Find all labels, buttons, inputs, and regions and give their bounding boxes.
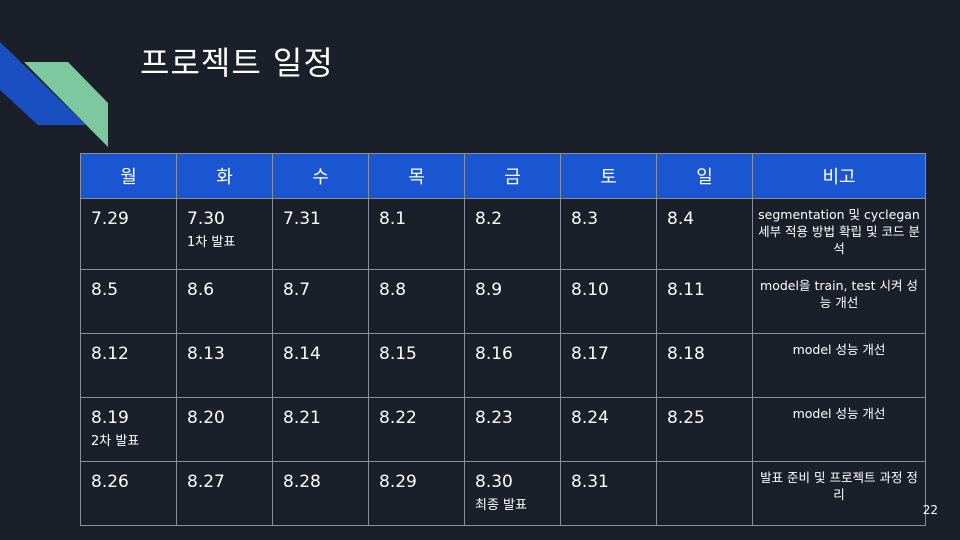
date-cell: 8.14	[272, 333, 369, 398]
date-text: 7.31	[283, 209, 321, 229]
header-note: 비고	[752, 153, 926, 199]
date-text: 8.3	[571, 209, 599, 229]
date-text: 8.12	[91, 344, 129, 364]
date-text: 8.30	[475, 472, 513, 492]
date-text: 8.21	[283, 408, 321, 428]
date-cell: 8.11	[656, 269, 753, 334]
date-text: 8.17	[571, 344, 609, 364]
note-cell: model 성능 개선	[752, 397, 926, 462]
date-cell: 8.19 2차 발표	[80, 397, 177, 462]
table-row: 8.12 8.13 8.14 8.15 8.16 8.17 8.18 model…	[80, 333, 926, 398]
date-cell: 8.2	[464, 198, 561, 270]
table-row: 8.19 2차 발표 8.20 8.21 8.22 8.23 8.24 8.25 …	[80, 397, 926, 462]
table-row: 8.5 8.6 8.7 8.8 8.9 8.10 8.11 model을 tra…	[80, 269, 926, 334]
date-text: 8.31	[571, 472, 609, 492]
date-text: 8.19	[91, 408, 129, 428]
date-cell: 8.8	[368, 269, 465, 334]
table-row: 7.29 7.30 1차 발표 7.31 8.1 8.2 8.3 8.4 segm…	[80, 198, 926, 270]
date-cell: 7.30 1차 발표	[176, 198, 273, 270]
date-cell: 8.28	[272, 461, 369, 526]
note-cell: model을 train, test 시켜 성능 개선	[752, 269, 926, 334]
date-cell: 8.22	[368, 397, 465, 462]
date-text: 8.18	[667, 344, 705, 364]
header-mon: 월	[80, 153, 177, 199]
date-text: 8.10	[571, 280, 609, 300]
date-cell: 7.31	[272, 198, 369, 270]
date-text: 7.29	[91, 209, 129, 229]
date-cell: 8.12	[80, 333, 177, 398]
date-cell: 8.6	[176, 269, 273, 334]
date-text: 8.5	[91, 280, 119, 300]
header-thu: 목	[368, 153, 465, 199]
date-cell: 8.15	[368, 333, 465, 398]
date-text: 8.15	[379, 344, 417, 364]
header-row: 월 화 수 목 금 토 일 비고	[80, 153, 926, 199]
date-cell: 7.29	[80, 198, 177, 270]
slide-title: 프로젝트 일정	[140, 44, 334, 82]
date-cell: 8.5	[80, 269, 177, 334]
date-cell: 8.10	[560, 269, 657, 334]
date-cell: 8.21	[272, 397, 369, 462]
date-cell: 8.27	[176, 461, 273, 526]
date-text: 8.8	[379, 280, 407, 300]
corner-decoration	[0, 42, 108, 147]
date-cell: 8.1	[368, 198, 465, 270]
header-sat: 토	[560, 153, 657, 199]
date-text: 8.27	[187, 472, 225, 492]
date-text: 8.9	[475, 280, 503, 300]
note-cell: segmentation 및 cyclegan 세부 적용 방법 확립 및 코드…	[752, 198, 926, 270]
event-label: 2차 발표	[91, 434, 140, 449]
event-label: 최종 발표	[475, 498, 527, 513]
date-text: 7.30	[187, 209, 225, 229]
date-cell: 8.30 최종 발표	[464, 461, 561, 526]
date-text: 8.4	[667, 209, 695, 229]
date-cell: 8.9	[464, 269, 561, 334]
date-text: 8.28	[283, 472, 321, 492]
schedule-table: 월 화 수 목 금 토 일 비고 7.29 7.30 1차 발표 7.31 8.1…	[80, 153, 926, 526]
date-cell: 8.26	[80, 461, 177, 526]
note-cell: 발표 준비 및 프로젝트 과정 정리	[752, 461, 926, 526]
date-cell: 8.4	[656, 198, 753, 270]
date-text: 8.11	[667, 280, 705, 300]
table-row: 8.26 8.27 8.28 8.29 8.30 최종 발표 8.31 발표 준비…	[80, 461, 926, 526]
note-cell: model 성능 개선	[752, 333, 926, 398]
date-cell: 8.16	[464, 333, 561, 398]
date-text: 8.2	[475, 209, 503, 229]
date-cell: 8.13	[176, 333, 273, 398]
date-cell	[656, 461, 753, 526]
green-stripe-shape	[24, 62, 108, 147]
date-cell: 8.24	[560, 397, 657, 462]
date-cell: 8.25	[656, 397, 753, 462]
date-cell: 8.3	[560, 198, 657, 270]
header-wed: 수	[272, 153, 369, 199]
date-text: 8.7	[283, 280, 311, 300]
date-cell: 8.31	[560, 461, 657, 526]
date-text: 8.29	[379, 472, 417, 492]
date-cell: 8.18	[656, 333, 753, 398]
date-cell: 8.17	[560, 333, 657, 398]
date-cell: 8.29	[368, 461, 465, 526]
date-cell: 8.23	[464, 397, 561, 462]
event-label: 1차 발표	[187, 235, 236, 250]
date-text: 8.14	[283, 344, 321, 364]
date-text: 8.16	[475, 344, 513, 364]
blue-stripe-shape	[0, 42, 86, 125]
date-text: 8.20	[187, 408, 225, 428]
header-fri: 금	[464, 153, 561, 199]
date-text: 8.26	[91, 472, 129, 492]
date-text: 8.6	[187, 280, 215, 300]
date-text: 8.24	[571, 408, 609, 428]
header-tue: 화	[176, 153, 273, 199]
date-text: 8.23	[475, 408, 513, 428]
header-sun: 일	[656, 153, 753, 199]
date-text: 8.1	[379, 209, 407, 229]
page-number: 22	[922, 503, 938, 517]
date-text: 8.13	[187, 344, 225, 364]
date-cell: 8.20	[176, 397, 273, 462]
date-cell: 8.7	[272, 269, 369, 334]
date-text: 8.25	[667, 408, 705, 428]
date-text: 8.22	[379, 408, 417, 428]
